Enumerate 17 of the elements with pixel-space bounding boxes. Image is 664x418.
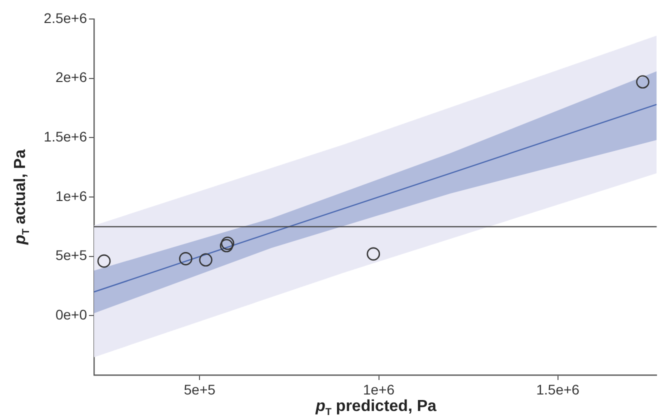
x-axis-title: p$_{T}$ predicted, Pa bbox=[316, 398, 436, 418]
point bbox=[220, 236, 234, 250]
point bbox=[220, 239, 234, 252]
y-tick-label: 5e+5 bbox=[55, 247, 88, 264]
x-tick-label: 1.5e+6 bbox=[536, 381, 580, 398]
y-tick-label: 2.5e+6 bbox=[44, 10, 88, 26]
y-tick-label: 1.5e+6 bbox=[44, 128, 88, 145]
y-tick-label: 1e+6 bbox=[55, 188, 88, 204]
point bbox=[199, 253, 212, 267]
x-tick-label: 5e+5 bbox=[184, 381, 216, 398]
y-tick-label: 2e+6 bbox=[55, 69, 88, 86]
y-tick-label: 0e+0 bbox=[55, 306, 88, 323]
point bbox=[636, 75, 650, 89]
point bbox=[179, 252, 192, 266]
x-tick-label: 1e+6 bbox=[362, 381, 395, 398]
point bbox=[366, 247, 380, 261]
point bbox=[97, 254, 111, 268]
